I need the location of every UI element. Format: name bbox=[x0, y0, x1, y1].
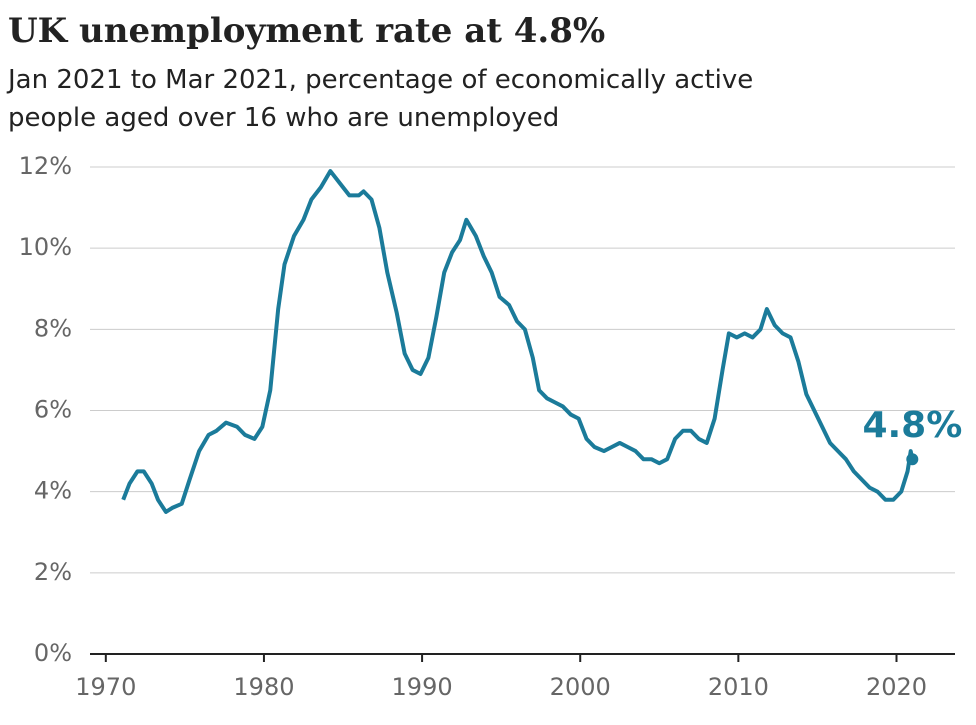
line bbox=[121, 169, 915, 514]
y-tick-label: 6% bbox=[34, 396, 72, 424]
y-tick-label: 12% bbox=[19, 152, 72, 180]
y-tick-label: 4% bbox=[34, 477, 72, 505]
subtitle: Jan 2021 to Mar 2021, percentage of econ… bbox=[6, 65, 753, 95]
end-dot bbox=[906, 453, 919, 466]
chart-title: UK unemployment rate at 4.8% bbox=[8, 11, 605, 51]
y-tick-label: 10% bbox=[19, 233, 72, 261]
annotation: 4.8% bbox=[862, 405, 962, 446]
y-tick-label: 2% bbox=[34, 558, 72, 586]
y-tick-label: 0% bbox=[34, 639, 72, 667]
x-tick-label: 1990 bbox=[392, 673, 453, 701]
y-tick-label: 8% bbox=[34, 314, 72, 342]
x-tick-label: 1970 bbox=[75, 673, 136, 701]
x-tick-label: 2010 bbox=[708, 673, 769, 701]
subtitle: people aged over 16 who are unemployed bbox=[8, 103, 559, 133]
x-tick-label: 2020 bbox=[866, 673, 927, 701]
x-tick-label: 1980 bbox=[233, 673, 294, 701]
x-tick-label: 2000 bbox=[550, 673, 611, 701]
